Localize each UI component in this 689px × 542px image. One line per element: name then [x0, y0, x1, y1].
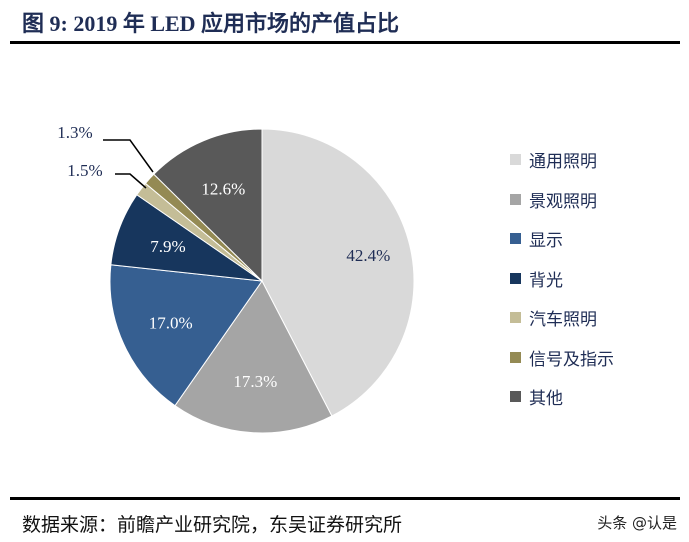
data-label-5: 1.3%	[57, 123, 92, 142]
pie-slice-0	[261, 128, 415, 417]
title-rule	[10, 41, 680, 44]
pie-slice-6	[153, 128, 263, 283]
legend-label: 信号及指示	[529, 349, 614, 370]
data-label-0: 42.4%	[346, 246, 390, 265]
legend-label: 显示	[529, 231, 563, 252]
legend-item: 汽车照明	[510, 298, 614, 338]
legend-item: 景观照明	[510, 180, 614, 220]
data-label-6: 12.6%	[201, 179, 245, 198]
leader-line-5	[103, 139, 154, 173]
leader-line-4	[115, 173, 147, 189]
data-label-2: 17.0%	[149, 314, 193, 333]
legend-swatch	[510, 312, 521, 324]
data-label-1: 17.3%	[233, 372, 277, 391]
legend-item: 显示	[510, 219, 614, 259]
legend-label: 汽车照明	[529, 310, 597, 331]
legend-swatch	[510, 351, 521, 363]
chart-title: 图 9: 2019 年 LED 应用市场的产值占比	[22, 11, 400, 36]
legend: 通用照明景观照明显示背光汽车照明信号及指示其他	[510, 140, 614, 417]
data-label-3: 7.9%	[150, 237, 185, 256]
legend-item: 通用照明	[510, 140, 614, 180]
legend-swatch	[510, 233, 521, 245]
legend-swatch	[510, 391, 521, 403]
legend-label: 通用照明	[529, 152, 597, 173]
source-rule	[10, 497, 680, 500]
source-note: 数据来源：前瞻产业研究院，东吴证券研究所	[22, 514, 403, 536]
legend-item: 信号及指示	[510, 338, 614, 378]
pie-slice-1	[174, 280, 333, 434]
watermark: 头条 @认是	[597, 514, 677, 532]
legend-label: 景观照明	[529, 191, 597, 212]
legend-item: 背光	[510, 259, 614, 299]
legend-label: 背光	[529, 270, 563, 291]
pie-slice-2	[109, 264, 263, 407]
data-label-4: 1.5%	[67, 161, 102, 180]
legend-item: 其他	[510, 377, 614, 417]
legend-label: 其他	[529, 389, 563, 410]
legend-swatch	[510, 193, 521, 205]
legend-swatch	[510, 272, 521, 284]
legend-swatch	[510, 154, 521, 166]
